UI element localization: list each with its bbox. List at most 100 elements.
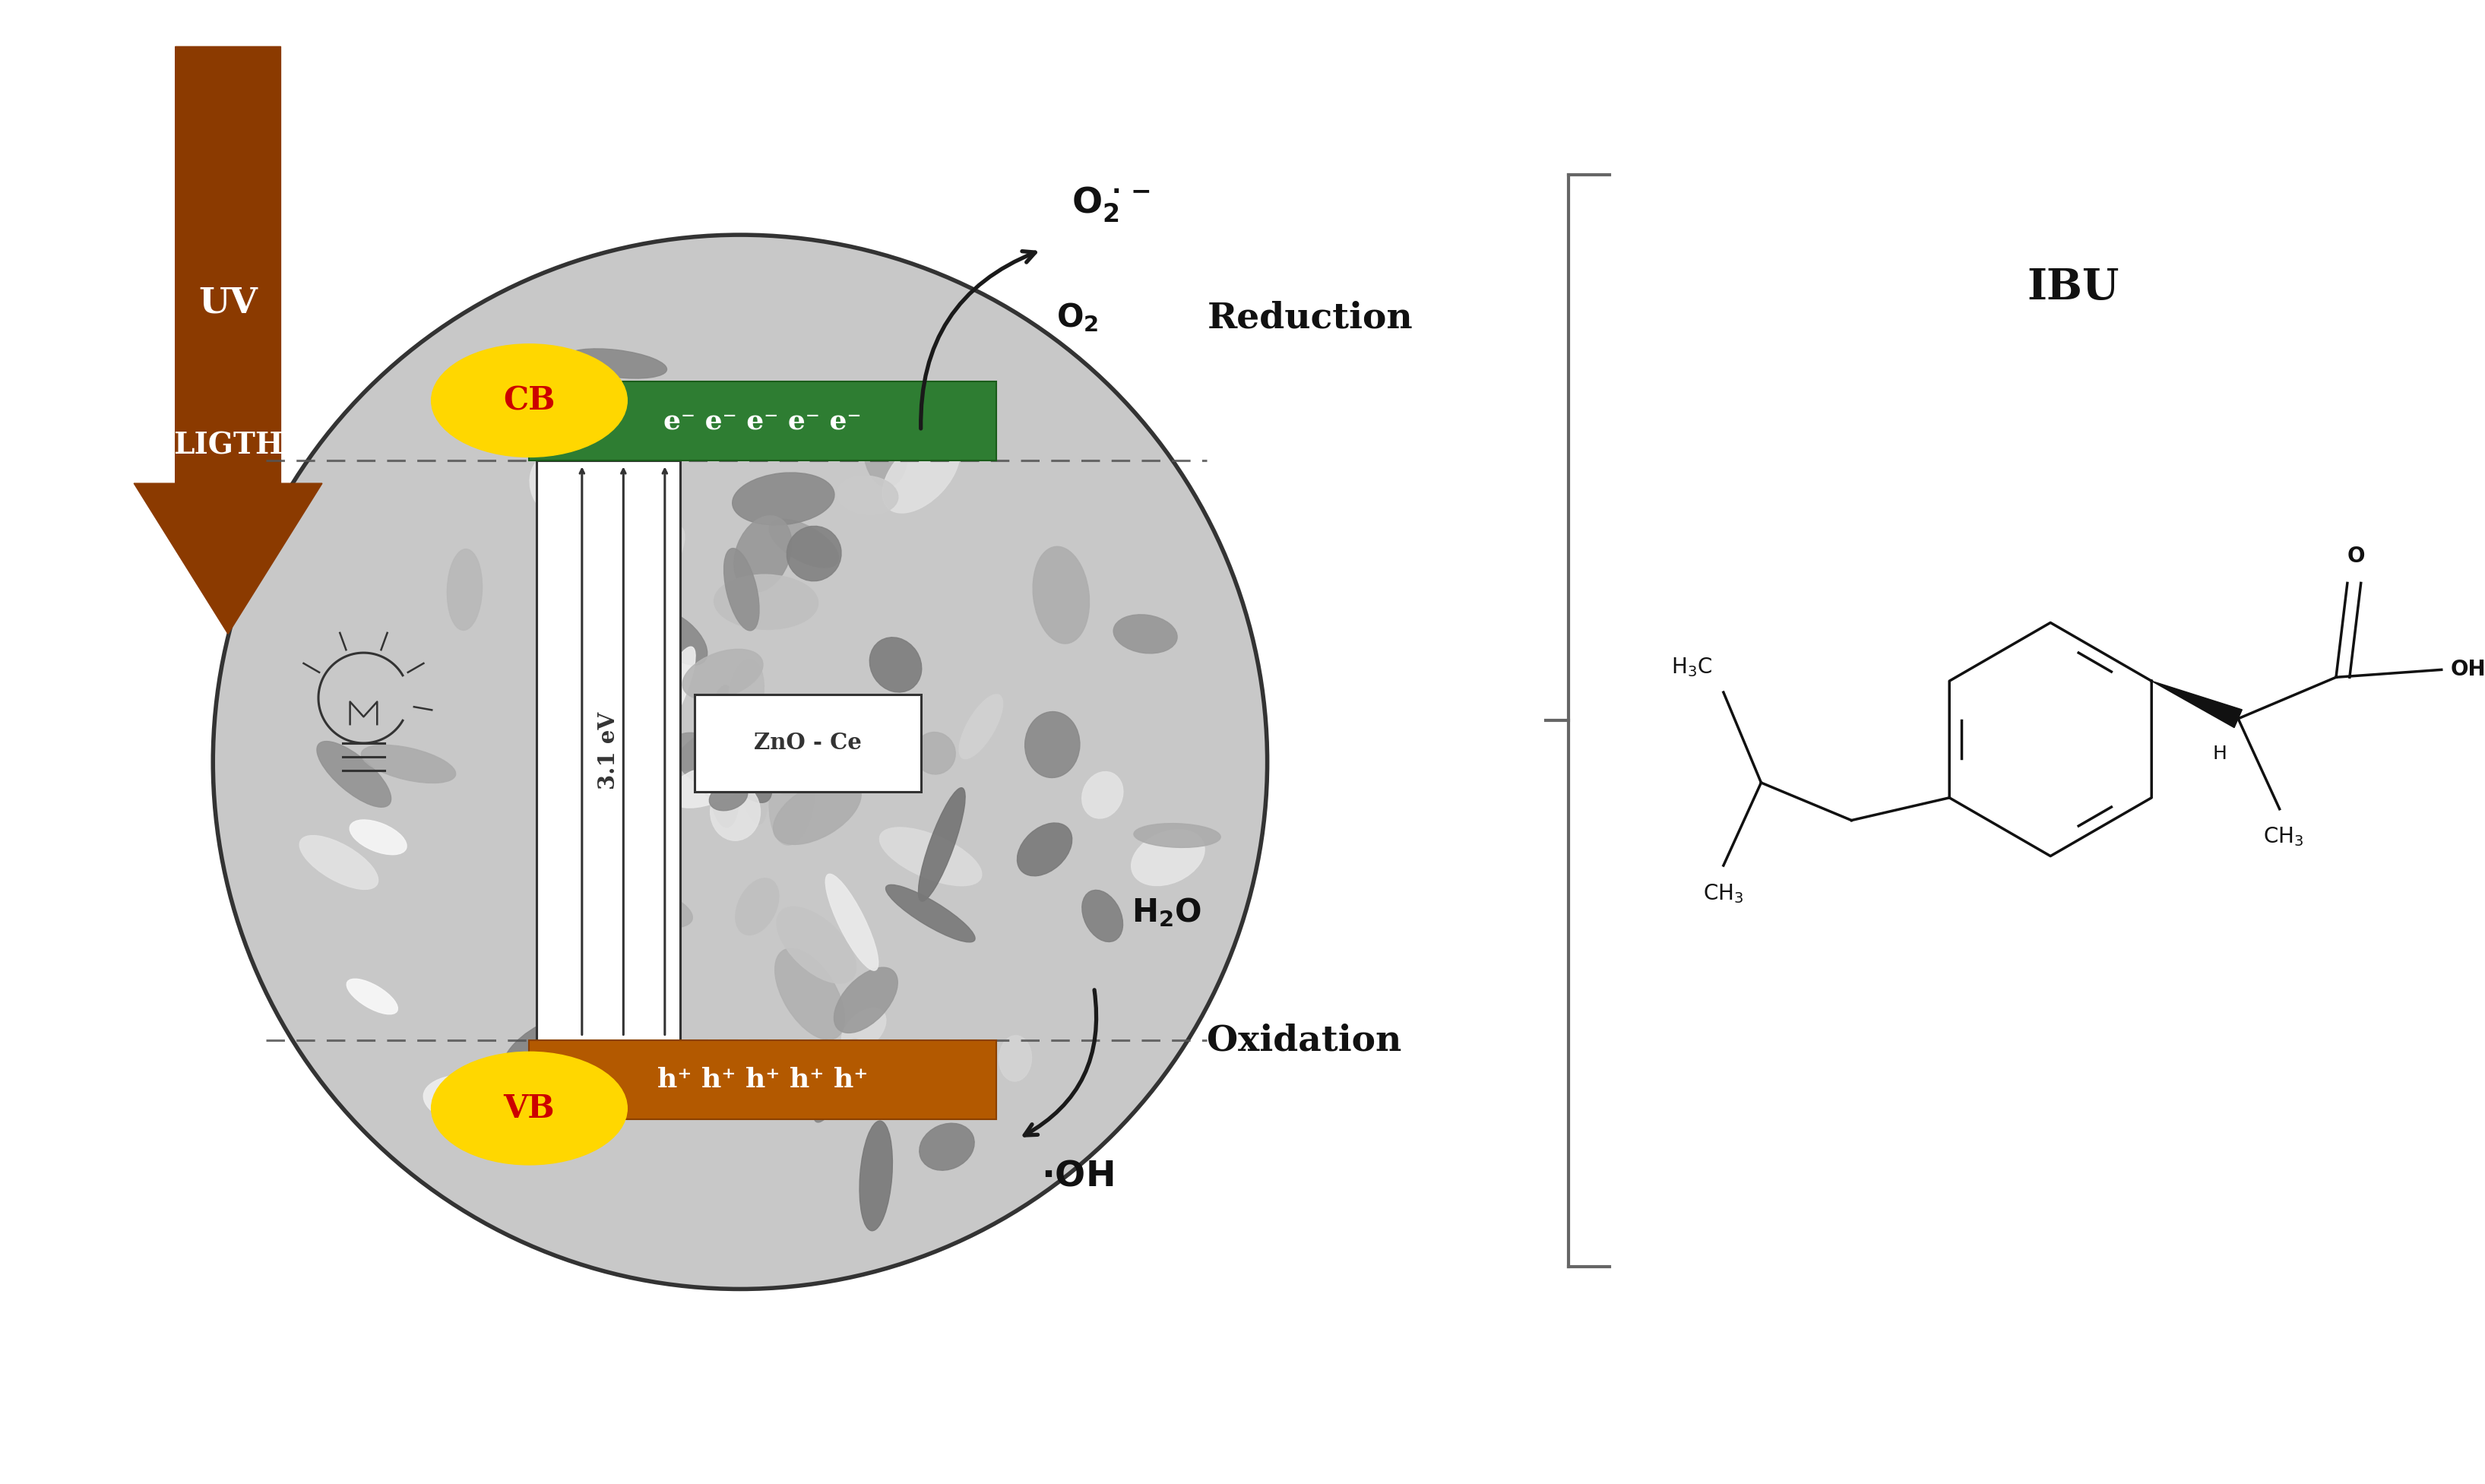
Ellipse shape (711, 755, 738, 827)
Ellipse shape (870, 637, 922, 692)
Ellipse shape (594, 833, 631, 871)
Ellipse shape (348, 979, 398, 1014)
FancyArrowPatch shape (1024, 990, 1096, 1135)
Ellipse shape (1081, 772, 1123, 818)
Ellipse shape (728, 659, 763, 729)
Ellipse shape (432, 1052, 626, 1165)
Ellipse shape (914, 732, 954, 775)
Text: VB: VB (504, 1092, 554, 1125)
Ellipse shape (711, 741, 770, 779)
Ellipse shape (755, 723, 808, 748)
Text: O: O (2348, 545, 2366, 567)
Ellipse shape (611, 597, 661, 647)
Ellipse shape (668, 764, 741, 807)
Ellipse shape (713, 574, 818, 629)
Text: 3.1 eV: 3.1 eV (596, 712, 619, 789)
Ellipse shape (835, 968, 897, 1033)
Ellipse shape (701, 686, 736, 797)
Ellipse shape (813, 1039, 860, 1122)
Ellipse shape (837, 476, 897, 515)
Ellipse shape (959, 695, 1004, 758)
Text: Reduction: Reduction (1208, 300, 1414, 335)
Ellipse shape (736, 879, 778, 935)
Ellipse shape (557, 962, 599, 1009)
Text: $\mathregular{H_3C}$: $\mathregular{H_3C}$ (1670, 656, 1712, 678)
Ellipse shape (733, 709, 768, 824)
Ellipse shape (641, 527, 683, 597)
Ellipse shape (1131, 830, 1205, 886)
Ellipse shape (862, 414, 907, 487)
Ellipse shape (350, 819, 408, 855)
Text: Oxidation: Oxidation (1208, 1022, 1402, 1058)
Text: OH: OH (2450, 659, 2485, 680)
Ellipse shape (599, 883, 693, 928)
Ellipse shape (594, 779, 634, 819)
Ellipse shape (318, 742, 390, 807)
Ellipse shape (562, 1085, 616, 1135)
Ellipse shape (768, 745, 815, 844)
Ellipse shape (589, 813, 678, 873)
Ellipse shape (842, 1008, 887, 1052)
Text: $\mathbf{O_2}$: $\mathbf{O_2}$ (1056, 301, 1098, 334)
Ellipse shape (529, 453, 589, 519)
Ellipse shape (919, 1123, 974, 1171)
Text: $\mathbf{\cdot OH}$: $\mathbf{\cdot OH}$ (1041, 1159, 1113, 1193)
Text: $\mathregular{H}$: $\mathregular{H}$ (2212, 745, 2227, 763)
Ellipse shape (579, 770, 614, 818)
Ellipse shape (778, 907, 857, 984)
Ellipse shape (1081, 890, 1123, 942)
Ellipse shape (733, 516, 793, 592)
Ellipse shape (768, 519, 837, 568)
Ellipse shape (696, 732, 743, 800)
Ellipse shape (432, 344, 626, 457)
Circle shape (214, 234, 1267, 1290)
FancyBboxPatch shape (529, 381, 996, 460)
Ellipse shape (683, 649, 763, 700)
Ellipse shape (549, 789, 646, 841)
Text: e⁻ e⁻ e⁻ e⁻ e⁻: e⁻ e⁻ e⁻ e⁻ e⁻ (663, 408, 862, 435)
Text: $\mathregular{CH_3}$: $\mathregular{CH_3}$ (1702, 881, 1744, 905)
Ellipse shape (860, 1120, 892, 1230)
FancyBboxPatch shape (696, 695, 922, 792)
Ellipse shape (502, 1015, 601, 1083)
Ellipse shape (646, 610, 708, 665)
Ellipse shape (708, 721, 773, 803)
Ellipse shape (447, 549, 482, 631)
Ellipse shape (880, 828, 982, 886)
Ellipse shape (1034, 546, 1088, 644)
Ellipse shape (626, 659, 678, 712)
FancyArrow shape (134, 46, 323, 634)
Ellipse shape (788, 527, 842, 582)
Text: h⁺ h⁺ h⁺ h⁺ h⁺: h⁺ h⁺ h⁺ h⁺ h⁺ (659, 1067, 867, 1094)
Ellipse shape (646, 647, 696, 745)
Ellipse shape (360, 745, 455, 784)
FancyBboxPatch shape (537, 460, 681, 1040)
Ellipse shape (708, 784, 748, 810)
Ellipse shape (885, 884, 974, 942)
Ellipse shape (919, 788, 964, 901)
Ellipse shape (882, 435, 959, 513)
Ellipse shape (733, 472, 835, 525)
Ellipse shape (1133, 824, 1220, 847)
Ellipse shape (723, 548, 760, 631)
Ellipse shape (716, 763, 778, 800)
Ellipse shape (825, 874, 877, 971)
Ellipse shape (596, 608, 651, 672)
Ellipse shape (559, 830, 663, 895)
Polygon shape (2152, 681, 2241, 727)
Text: IBU: IBU (2028, 267, 2120, 309)
Ellipse shape (532, 1063, 569, 1106)
FancyBboxPatch shape (529, 1040, 996, 1119)
Ellipse shape (673, 705, 780, 770)
Ellipse shape (606, 736, 656, 847)
Ellipse shape (422, 1074, 539, 1129)
Ellipse shape (301, 835, 378, 889)
Ellipse shape (840, 717, 890, 770)
Ellipse shape (567, 349, 666, 378)
Ellipse shape (1024, 712, 1081, 778)
Text: LIGTH: LIGTH (174, 432, 283, 460)
Ellipse shape (1016, 824, 1071, 876)
Text: $\mathbf{O_2^{\,\bullet -}}$: $\mathbf{O_2^{\,\bullet -}}$ (1071, 186, 1151, 224)
Text: ZnO - Ce: ZnO - Ce (753, 732, 862, 754)
Ellipse shape (760, 755, 800, 795)
